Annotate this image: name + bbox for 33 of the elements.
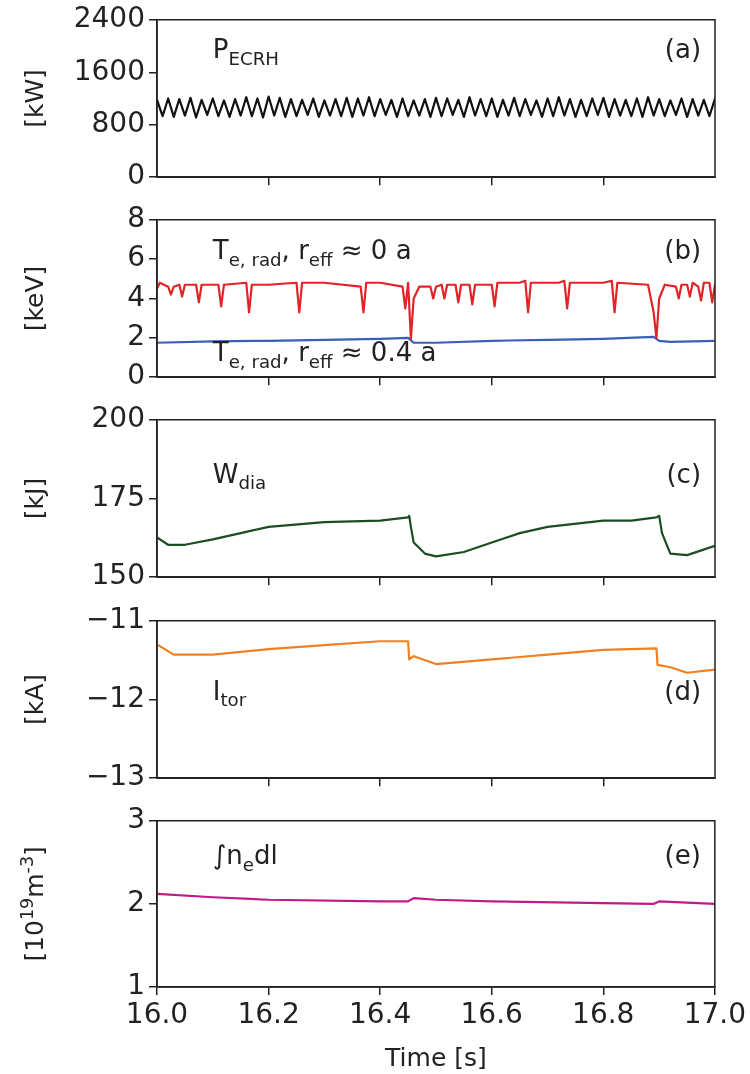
y-tick-label: −11: [85, 602, 145, 636]
annotation: (a): [664, 34, 702, 65]
y-tick-label: 175: [91, 479, 145, 513]
x-tick-label: 16.8: [572, 997, 635, 1031]
x-tick-label: 17.0: [683, 997, 746, 1031]
x-tick-label: 16.6: [460, 997, 523, 1031]
y-tick-label: 0: [127, 158, 145, 192]
x-tick-label: 16.2: [237, 997, 300, 1031]
y-tick-label: 0: [127, 358, 145, 392]
y-axis-title: [kW]: [20, 69, 49, 128]
y-tick-label: 3: [127, 802, 145, 836]
y-tick-label: 200: [91, 401, 145, 435]
y-tick-label: 1600: [73, 53, 145, 87]
y-tick-label: 8: [127, 201, 145, 235]
y-tick-label: 2: [127, 319, 145, 353]
y-axis-title: [kJ]: [20, 477, 49, 520]
y-tick-label: 2400: [73, 1, 145, 35]
annotation: (d): [664, 675, 702, 706]
y-tick-label: 800: [91, 106, 145, 140]
y-axis-title: [1019m-3]: [16, 846, 49, 962]
annotation: (b): [664, 235, 702, 266]
y-tick-label: −12: [85, 680, 145, 714]
annotation: (c): [666, 458, 702, 489]
y-tick-label: 4: [127, 279, 145, 313]
y-tick-label: 6: [127, 240, 145, 274]
annotation: (e): [664, 840, 701, 871]
x-axis-title: Time [s]: [384, 1042, 487, 1072]
y-axis-title: [keV]: [20, 265, 49, 332]
y-tick-label: 150: [91, 558, 145, 592]
x-tick-label: 16.4: [348, 997, 412, 1031]
y-axis-title: [kA]: [20, 673, 49, 726]
y-tick-label: −13: [85, 759, 145, 793]
y-tick-label: 2: [127, 885, 145, 919]
